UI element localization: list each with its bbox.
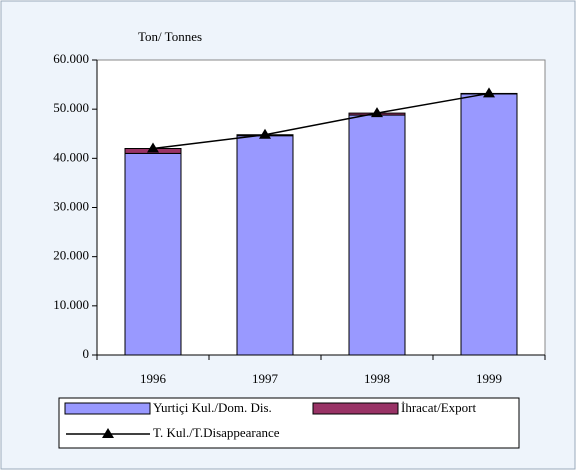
bar — [124, 152, 182, 356]
legend-label: T. Kul./T.Disappearance — [153, 425, 280, 440]
y-axis-title: Ton/ Tonnes — [138, 29, 202, 44]
x-tick-label: 1997 — [252, 371, 279, 386]
x-tick-label: 1996 — [140, 371, 167, 386]
line-marker — [483, 87, 495, 98]
legend-swatch — [312, 402, 399, 415]
y-tick-label: 0 — [83, 346, 90, 361]
legend-swatch — [64, 402, 151, 415]
y-tick-label: 60.000 — [53, 51, 89, 66]
y-tick-label: 30.000 — [53, 198, 89, 213]
y-tick-label: 10.000 — [53, 297, 89, 312]
line — [152, 92, 490, 150]
y-tick-label: 20.000 — [53, 248, 89, 263]
bar — [236, 135, 294, 356]
line-marker — [371, 107, 383, 118]
x-tick-label: 1998 — [364, 371, 390, 386]
x-tick-label: 1999 — [476, 371, 502, 386]
line-marker — [147, 142, 159, 153]
bar — [460, 93, 518, 356]
line-marker — [259, 128, 271, 139]
legend-label: İhracat/Export — [401, 400, 476, 415]
y-tick-label: 50.000 — [53, 100, 89, 115]
y-tick-label: 40.000 — [53, 149, 89, 164]
bar — [348, 114, 406, 356]
legend-marker — [102, 428, 114, 438]
legend-label: Yurtiçi Kul./Dom. Dis. — [153, 400, 272, 415]
